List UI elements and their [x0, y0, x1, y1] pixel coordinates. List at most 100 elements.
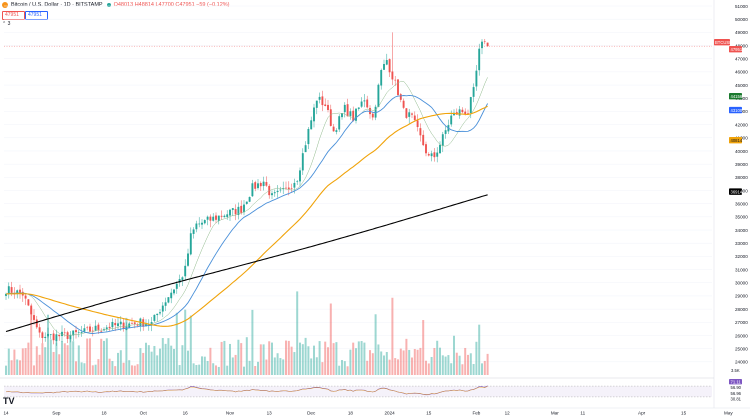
x-tick-label: Sep: [52, 411, 61, 416]
volume-bar: [254, 366, 257, 375]
price-label-text: 36914: [731, 189, 743, 194]
sell-button[interactable]: 47951: [2, 11, 25, 20]
volume-bar: [245, 337, 248, 375]
candle-body: [285, 187, 287, 189]
volume-bar: [453, 335, 455, 375]
indicators-collapse-toggle[interactable]: ⌃ 3: [2, 21, 11, 27]
candle-body: [436, 152, 439, 157]
candle-body: [397, 79, 399, 96]
x-tick-label: 11: [580, 411, 585, 416]
buy-button[interactable]: 47951: [25, 11, 48, 20]
volume-bar: [419, 347, 422, 375]
price-label-text: 43100: [731, 108, 743, 113]
volume-bar: [52, 351, 55, 375]
volume-bar: [416, 349, 419, 375]
candle-body: [377, 84, 380, 108]
volume-bar: [100, 338, 103, 375]
volume-bar: [369, 350, 371, 375]
volume-bar: [114, 366, 117, 375]
volume-bar: [290, 346, 293, 375]
volume-bar: [223, 340, 226, 375]
y-tick-label: 48000: [735, 43, 748, 48]
price-label: 36914: [729, 188, 743, 195]
candle-body: [458, 109, 461, 116]
candle-body: [108, 326, 111, 329]
volume-bar: [175, 312, 178, 375]
candle-body: [167, 297, 170, 303]
x-tick-label: 15: [426, 411, 432, 416]
candle-body: [181, 277, 184, 280]
volume-bar: [108, 358, 111, 375]
volume-bar: [119, 350, 122, 375]
volume-bar: [164, 343, 167, 375]
volume-bar: [35, 346, 38, 375]
candle-body: [265, 182, 268, 186]
candle-body: [195, 223, 198, 230]
candle-body: [450, 115, 453, 125]
candle-body: [30, 305, 33, 315]
volume-bar: [422, 320, 425, 375]
candle-body: [464, 111, 467, 115]
volume-bar: [408, 349, 411, 375]
candle-body: [310, 120, 313, 130]
volume-bar: [198, 364, 201, 375]
volume-bar: [486, 353, 489, 375]
candle-body: [91, 330, 94, 332]
candle-body: [411, 113, 413, 115]
volume-bar: [19, 360, 21, 375]
x-tick-label: Feb: [472, 411, 480, 416]
y-tick-label: 28000: [735, 307, 748, 312]
candle-body: [38, 327, 41, 333]
volume-bar: [321, 362, 324, 375]
candle-body: [147, 324, 150, 326]
volume-bar: [153, 345, 156, 375]
volume-bar: [450, 363, 453, 375]
price-label: 43100: [729, 106, 743, 114]
volume-bar: [444, 356, 447, 375]
candle-body: [203, 220, 206, 224]
volume-bar: [206, 360, 209, 375]
y-tick-label: 51000: [735, 4, 748, 9]
candle-body: [170, 292, 173, 299]
x-tick-label: Nov: [226, 411, 235, 416]
candle-body: [262, 181, 265, 187]
volume-bar: [41, 343, 44, 375]
candle-body: [248, 197, 251, 202]
volume-bar: [91, 365, 94, 375]
volume-bar: [380, 351, 383, 375]
volume-bar: [212, 363, 215, 375]
volume-bar: [61, 341, 63, 375]
volume-bar: [5, 365, 7, 375]
candle-body: [100, 331, 103, 332]
y-tick-label: 36000: [735, 201, 748, 206]
price-label-text: 44156: [731, 94, 743, 99]
volume-bar: [55, 342, 58, 375]
y-tick-label: 35000: [735, 215, 748, 220]
candle-body: [153, 314, 156, 321]
price-axis: 24000 25000 26000 27000 28000 29000 30000 31000…: [713, 0, 750, 420]
candle-body: [427, 154, 430, 156]
candle-body: [388, 59, 391, 73]
volume-bar: [478, 324, 481, 375]
volume-bar: [324, 341, 327, 375]
tradingview-logo[interactable]: TV: [3, 396, 15, 406]
volume-bar: [195, 365, 198, 375]
candle-body: [94, 325, 97, 331]
volume-bar: [136, 364, 139, 375]
volume-bar: [352, 342, 355, 375]
symbol-title[interactable]: Bitcoin / U.S. Dollar · 1D · BITSTAMP: [11, 1, 103, 8]
candle-body: [184, 265, 187, 277]
volume-bar: [72, 341, 75, 375]
ohlc-values: O48013 H48814 L47700 C47951 −59 (−0.12%): [113, 1, 230, 8]
x-tick-label: 2024: [384, 411, 395, 416]
volume-bar: [464, 347, 467, 375]
candle-body: [399, 94, 402, 100]
volume-bar: [327, 347, 329, 375]
x-tick-label: 13: [267, 411, 273, 416]
candle-body: [467, 113, 469, 114]
x-tick-label: Dec: [307, 411, 316, 416]
candle-body: [259, 182, 262, 187]
candle-body: [122, 322, 125, 329]
volume-bar: [47, 314, 49, 375]
